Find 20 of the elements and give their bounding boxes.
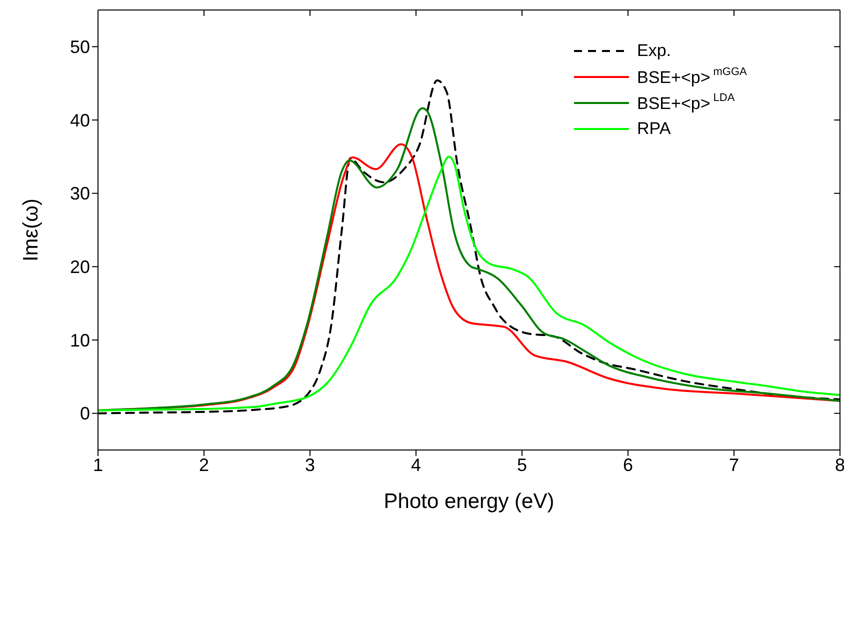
y-tick-label: 10 [70,330,90,350]
legend-label: RPA [637,119,671,139]
y-tick-label: 20 [70,257,90,278]
x-tick-label: 3 [304,454,316,475]
y-tick-label: 0 [80,404,90,424]
y-tick-label: 40 [70,110,90,130]
y-tick-label: 50 [70,37,90,58]
x-tick-label: 4 [410,454,422,475]
legend-label: BSE+<p>$^{mGGA}$ [637,66,747,88]
x-tick-label: 5 [516,454,528,475]
x-tick-label: 2 [198,454,210,475]
x-tick-label: 6 [622,454,634,475]
y-axis-title: Imε(ω) [19,198,42,262]
x-tick-label: 1 [92,454,104,475]
legend-label: BSE+<p>$^{LDA}$ [637,92,735,114]
x-tick-label: 8 [834,454,846,475]
y-tick-label: 30 [70,184,90,204]
x-tick-label: 7 [728,454,740,475]
x-axis-title: Photo energy (eV) [384,490,554,513]
legend-label: Exp. [637,41,672,61]
